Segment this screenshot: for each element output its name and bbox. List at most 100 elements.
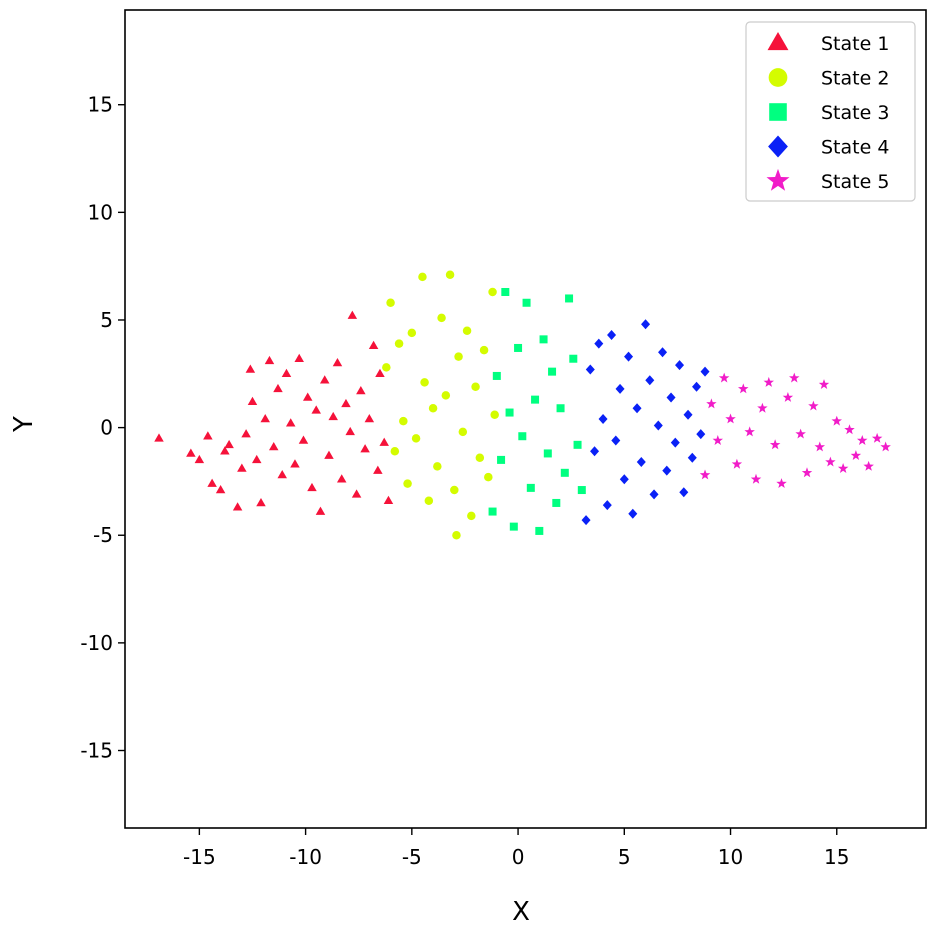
data-point — [186, 448, 196, 457]
legend-marker — [766, 168, 790, 191]
data-point — [560, 468, 569, 477]
data-point — [441, 391, 451, 400]
legend-box — [745, 21, 916, 202]
data-point — [526, 483, 535, 492]
data-point — [692, 381, 702, 392]
data-point — [831, 415, 842, 426]
data-point — [598, 414, 608, 424]
legend: State 1 State 2 State 3 State 4 State 5 — [745, 21, 916, 202]
data-point — [556, 404, 565, 413]
data-point — [311, 405, 321, 414]
data-point — [615, 383, 625, 394]
y-tick-label: -15 — [80, 739, 113, 763]
data-point — [624, 351, 634, 362]
data-point — [324, 450, 334, 459]
data-point — [375, 368, 385, 378]
data-point — [260, 414, 270, 423]
y-tick-label: 15 — [88, 93, 113, 117]
data-point — [407, 328, 417, 338]
data-point — [347, 310, 358, 319]
data-point — [501, 287, 510, 296]
data-point — [488, 287, 497, 297]
data-point — [850, 450, 862, 460]
legend-label: State 3 — [821, 102, 889, 124]
series-4 — [581, 319, 710, 526]
data-point — [825, 456, 836, 467]
x-tick-label: -5 — [402, 845, 422, 869]
data-point — [548, 367, 557, 376]
data-point — [281, 368, 292, 378]
data-point — [653, 420, 663, 431]
x-axis-label: X — [512, 897, 530, 927]
data-point — [696, 429, 706, 440]
points-layer — [154, 270, 891, 540]
data-point — [565, 294, 574, 303]
data-point — [769, 439, 781, 450]
data-point — [776, 478, 787, 488]
x-tick-label: 0 — [512, 845, 525, 869]
data-point — [619, 474, 629, 485]
data-point — [336, 474, 347, 483]
data-point — [706, 398, 717, 409]
data-point — [808, 400, 819, 411]
data-point — [341, 398, 351, 408]
data-point — [844, 424, 855, 435]
data-point — [509, 522, 518, 531]
legend-label: State 4 — [821, 137, 889, 159]
data-point — [479, 345, 489, 355]
data-point — [368, 340, 379, 350]
data-point — [662, 465, 672, 476]
data-point — [687, 452, 697, 463]
data-point — [445, 270, 455, 280]
data-point — [871, 432, 883, 443]
x-tick-label: 10 — [718, 845, 743, 869]
data-point — [581, 515, 591, 526]
data-point — [273, 383, 283, 393]
data-point — [666, 392, 676, 403]
data-point — [518, 432, 527, 441]
data-point — [251, 454, 262, 464]
data-point — [411, 434, 421, 443]
data-point — [315, 506, 326, 515]
data-point — [360, 444, 370, 453]
data-point — [539, 335, 548, 344]
data-point — [290, 459, 300, 468]
y-tick-label: -5 — [93, 523, 113, 547]
data-point — [718, 372, 730, 383]
data-point — [390, 447, 400, 456]
data-point — [670, 437, 680, 448]
data-point — [837, 463, 849, 473]
data-point — [399, 416, 408, 426]
data-point — [763, 376, 774, 387]
legend-marker — [768, 68, 788, 87]
data-point — [712, 435, 723, 445]
data-point — [744, 426, 755, 437]
data-point — [543, 449, 552, 458]
data-point — [264, 355, 275, 365]
data-point — [241, 429, 251, 438]
data-point — [801, 467, 813, 478]
data-point — [641, 319, 651, 330]
data-point — [277, 469, 287, 479]
series-5 — [699, 372, 891, 488]
data-point — [285, 418, 296, 427]
data-point — [294, 353, 304, 362]
data-point — [636, 457, 646, 468]
data-point — [573, 440, 582, 449]
series-3 — [488, 287, 586, 535]
data-point — [452, 530, 461, 540]
data-point — [433, 462, 442, 471]
y-axis-label: Y — [9, 416, 39, 433]
data-point — [628, 508, 638, 519]
data-point — [298, 435, 309, 444]
legend-marker — [769, 103, 787, 121]
data-point — [224, 439, 234, 449]
ticks-layer: -15 -10 -5 0 5 10 15 -15 -10 -5 0 5 10 15 — [80, 93, 849, 869]
data-point — [863, 460, 874, 471]
data-point — [645, 375, 655, 386]
data-point — [418, 272, 427, 282]
data-point — [552, 498, 561, 507]
data-point — [880, 441, 891, 452]
data-point — [484, 472, 493, 482]
